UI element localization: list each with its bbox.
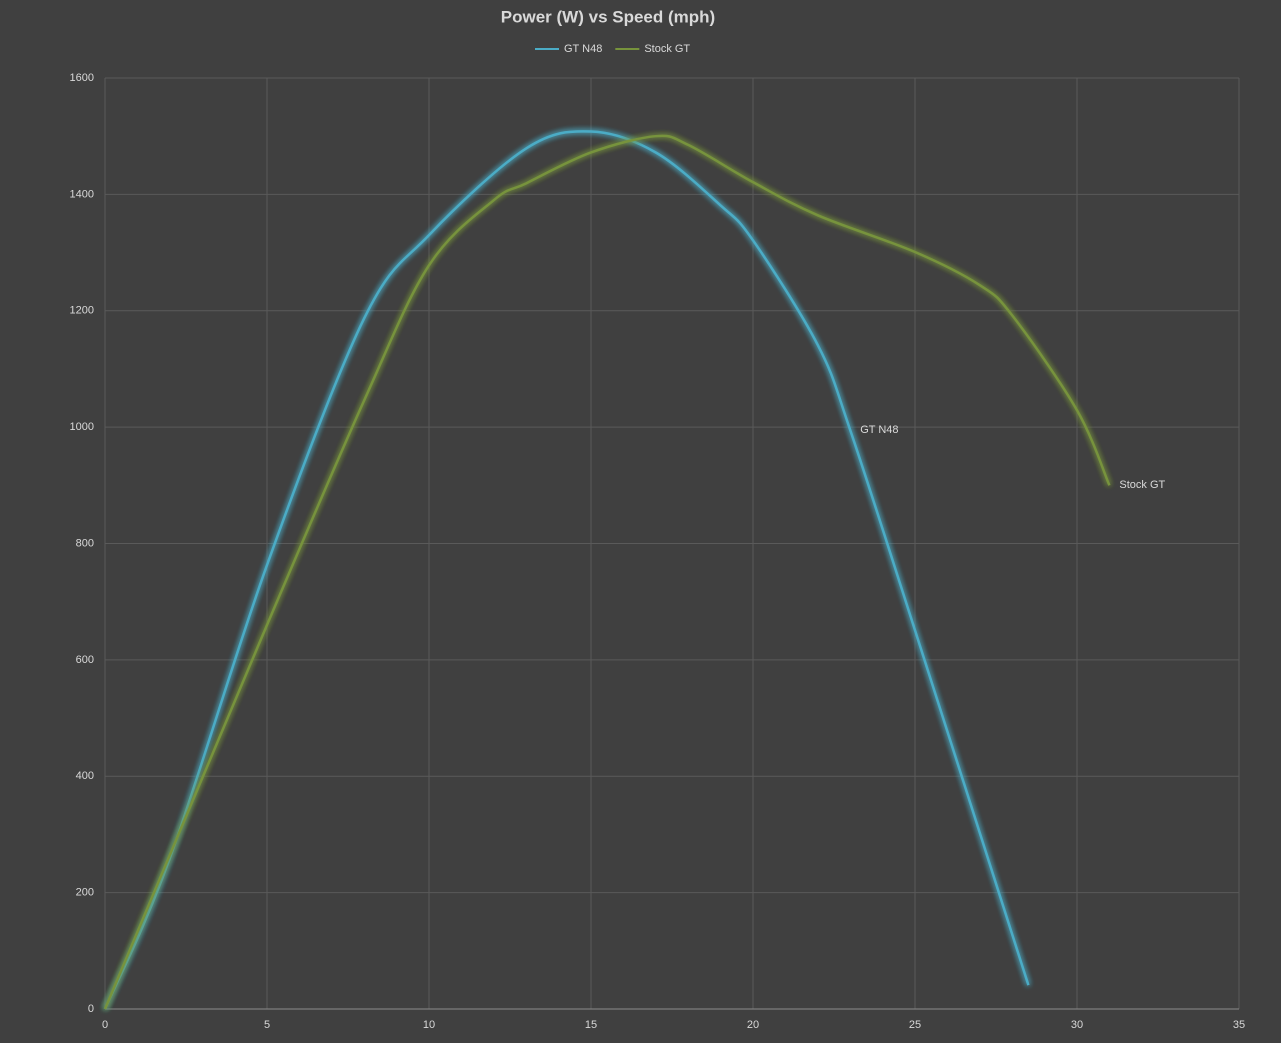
x-tick-label: 5 — [264, 1019, 270, 1031]
y-tick-label: 0 — [88, 1003, 94, 1015]
x-tick-label: 15 — [585, 1019, 597, 1031]
y-tick-label: 1000 — [70, 421, 94, 433]
y-tick-label: 200 — [76, 887, 94, 899]
x-tick-label: 0 — [102, 1019, 108, 1031]
series-label: GT N48 — [860, 424, 898, 436]
y-tick-label: 600 — [76, 654, 94, 666]
x-tick-label: 30 — [1071, 1019, 1083, 1031]
series-label: Stock GT — [1119, 479, 1165, 491]
y-tick-label: 1600 — [70, 72, 94, 84]
x-tick-label: 35 — [1233, 1019, 1245, 1031]
chart-title: Power (W) vs Speed (mph) — [501, 7, 715, 26]
x-tick-label: 20 — [747, 1019, 759, 1031]
legend-label: Stock GT — [644, 43, 690, 55]
series-line — [103, 130, 1030, 1010]
y-tick-label: 1200 — [70, 305, 94, 317]
y-tick-label: 400 — [76, 770, 94, 782]
x-tick-label: 10 — [423, 1019, 435, 1031]
y-tick-label: 800 — [76, 537, 94, 549]
y-tick-label: 1400 — [70, 188, 94, 200]
series-line — [103, 134, 1111, 1010]
x-tick-label: 25 — [909, 1019, 921, 1031]
legend-label: GT N48 — [564, 43, 602, 55]
